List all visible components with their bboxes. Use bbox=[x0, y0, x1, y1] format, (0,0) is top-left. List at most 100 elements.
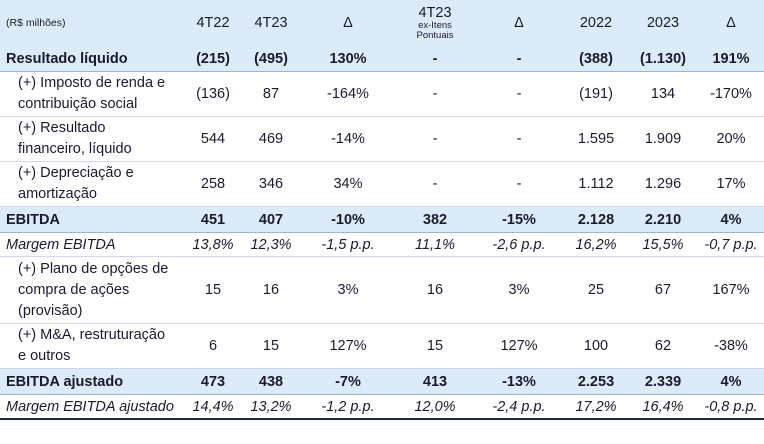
cell-delta-quarter: -14% bbox=[300, 116, 396, 162]
row-label-line2: financeiro, líquido bbox=[18, 141, 132, 157]
ebitda-reconciliation-table: (R$ milhões) 4T22 4T23 Δ 4T23 ex-Itens P… bbox=[0, 0, 764, 420]
cell-4t23: 469 bbox=[242, 116, 300, 162]
cell-4t23-ex-itens: - bbox=[396, 161, 474, 207]
cell-2022: 25 bbox=[564, 256, 628, 324]
cell-2023: 16,4% bbox=[628, 394, 698, 420]
cell-2022: 2.253 bbox=[564, 368, 628, 395]
cell-4t22: 14,4% bbox=[184, 394, 242, 420]
cell-4t23: 16 bbox=[242, 256, 300, 324]
header-4t23-ex-itens-sub1: ex-Itens bbox=[418, 20, 452, 31]
cell-4t23: 13,2% bbox=[242, 394, 300, 420]
cell-delta-year: -38% bbox=[698, 323, 764, 369]
row-label: Margem EBITDA bbox=[0, 232, 184, 257]
cell-delta-quarter: -10% bbox=[300, 206, 396, 233]
row-label: (+) Imposto de renda e contribuição socia… bbox=[0, 71, 184, 117]
row-plano-de-opcoes: (+) Plano de opções de compra de ações (pr… bbox=[0, 256, 764, 324]
header-2022: 2022 bbox=[564, 0, 628, 46]
cell-4t22: (215) bbox=[184, 46, 242, 72]
cell-2022: 16,2% bbox=[564, 232, 628, 257]
cell-delta-quarter: -1,2 p.p. bbox=[300, 394, 396, 420]
row-label: (+) Plano de opções de compra de ações (pr… bbox=[0, 256, 184, 324]
cell-4t23-ex-itens: 15 bbox=[396, 323, 474, 369]
cell-delta-year: 191% bbox=[698, 46, 764, 72]
cell-4t22: 544 bbox=[184, 116, 242, 162]
cell-2023: 2.339 bbox=[628, 368, 698, 395]
cell-delta-year: 4% bbox=[698, 206, 764, 233]
cell-4t23: 15 bbox=[242, 323, 300, 369]
header-delta-year: Δ bbox=[698, 0, 764, 46]
header-delta-ex-itens: Δ bbox=[474, 0, 564, 46]
cell-2022: 17,2% bbox=[564, 394, 628, 420]
cell-2023: (1.130) bbox=[628, 46, 698, 72]
cell-4t23: 346 bbox=[242, 161, 300, 207]
row-label-line2: contribuição social bbox=[18, 96, 138, 112]
cell-delta-quarter: -164% bbox=[300, 71, 396, 117]
cell-delta-ex-itens: -2,4 p.p. bbox=[474, 394, 564, 420]
cell-delta-ex-itens: -13% bbox=[474, 368, 564, 395]
cell-4t22: 451 bbox=[184, 206, 242, 233]
cell-4t23-ex-itens: - bbox=[396, 46, 474, 72]
cell-delta-year: 17% bbox=[698, 161, 764, 207]
cell-delta-year: 167% bbox=[698, 256, 764, 324]
cell-4t23: 87 bbox=[242, 71, 300, 117]
row-label: EBITDA ajustado bbox=[0, 368, 184, 395]
cell-2022: (191) bbox=[564, 71, 628, 117]
row-imposto-de-renda: (+) Imposto de renda e contribuição socia… bbox=[0, 71, 764, 117]
row-label: EBITDA bbox=[0, 206, 184, 233]
row-label: Resultado líquido bbox=[0, 46, 184, 72]
cell-4t22: 15 bbox=[184, 256, 242, 324]
row-resultado-liquido: Resultado líquido (215) (495) 130% - - (… bbox=[0, 46, 764, 72]
cell-2023: 62 bbox=[628, 323, 698, 369]
cell-4t23: 12,3% bbox=[242, 232, 300, 257]
cell-delta-quarter: 130% bbox=[300, 46, 396, 72]
cell-4t23-ex-itens: - bbox=[396, 116, 474, 162]
cell-delta-ex-itens: - bbox=[474, 116, 564, 162]
row-label-line2: amortização bbox=[18, 186, 97, 202]
row-label-line1: (+) Depreciação e bbox=[18, 165, 134, 181]
cell-delta-ex-itens: 3% bbox=[474, 256, 564, 324]
row-margem-ebitda-ajustado: Margem EBITDA ajustado 14,4% 13,2% -1,2 … bbox=[0, 394, 764, 420]
row-label-line2: compra de ações bbox=[18, 281, 130, 298]
cell-delta-ex-itens: 127% bbox=[474, 323, 564, 369]
cell-4t23-ex-itens: 382 bbox=[396, 206, 474, 233]
header-4t23: 4T23 bbox=[242, 0, 300, 46]
cell-2022: 1.595 bbox=[564, 116, 628, 162]
cell-delta-ex-itens: - bbox=[474, 71, 564, 117]
cell-delta-year: 4% bbox=[698, 368, 764, 395]
cell-4t22: (136) bbox=[184, 71, 242, 117]
cell-delta-quarter: 34% bbox=[300, 161, 396, 207]
cell-2023: 67 bbox=[628, 256, 698, 324]
cell-4t23: 438 bbox=[242, 368, 300, 395]
cell-2023: 134 bbox=[628, 71, 698, 117]
cell-delta-quarter: -1,5 p.p. bbox=[300, 232, 396, 257]
cell-4t23-ex-itens: 12,0% bbox=[396, 394, 474, 420]
cell-2023: 1.296 bbox=[628, 161, 698, 207]
cell-4t23-ex-itens: 16 bbox=[396, 256, 474, 324]
cell-2023: 1.909 bbox=[628, 116, 698, 162]
row-label: (+) Resultado financeiro, líquido bbox=[0, 116, 184, 162]
cell-delta-year: 20% bbox=[698, 116, 764, 162]
row-ebitda: EBITDA 451 407 -10% 382 -15% 2.128 2.210… bbox=[0, 206, 764, 233]
row-m-and-a: (+) M&A, restruturação e outros 6 15 127%… bbox=[0, 323, 764, 369]
cell-2023: 15,5% bbox=[628, 232, 698, 257]
cell-delta-quarter: 3% bbox=[300, 256, 396, 324]
cell-delta-year: -170% bbox=[698, 71, 764, 117]
cell-delta-year: -0,7 p.p. bbox=[698, 232, 764, 257]
row-label: (+) Depreciação e amortização bbox=[0, 161, 184, 207]
cell-delta-ex-itens: - bbox=[474, 46, 564, 72]
row-label-line2: e outros bbox=[18, 348, 71, 364]
cell-4t23: 407 bbox=[242, 206, 300, 233]
cell-delta-quarter: -7% bbox=[300, 368, 396, 395]
cell-4t22: 6 bbox=[184, 323, 242, 369]
header-delta-quarter: Δ bbox=[300, 0, 396, 46]
row-label-line1: (+) Imposto de renda e bbox=[18, 75, 166, 91]
header-4t23-ex-itens: 4T23 ex-Itens Pontuais bbox=[396, 0, 474, 46]
cell-delta-quarter: 127% bbox=[300, 323, 396, 369]
cell-2023: 2.210 bbox=[628, 206, 698, 233]
cell-4t22: 258 bbox=[184, 161, 242, 207]
row-label-line1: (+) M&A, restruturação bbox=[18, 327, 166, 343]
row-ebitda-ajustado: EBITDA ajustado 473 438 -7% 413 -13% 2.2… bbox=[0, 368, 764, 395]
cell-2022: 2.128 bbox=[564, 206, 628, 233]
row-label-line1: (+) Plano de opções de bbox=[18, 260, 169, 277]
cell-4t23-ex-itens: - bbox=[396, 71, 474, 117]
